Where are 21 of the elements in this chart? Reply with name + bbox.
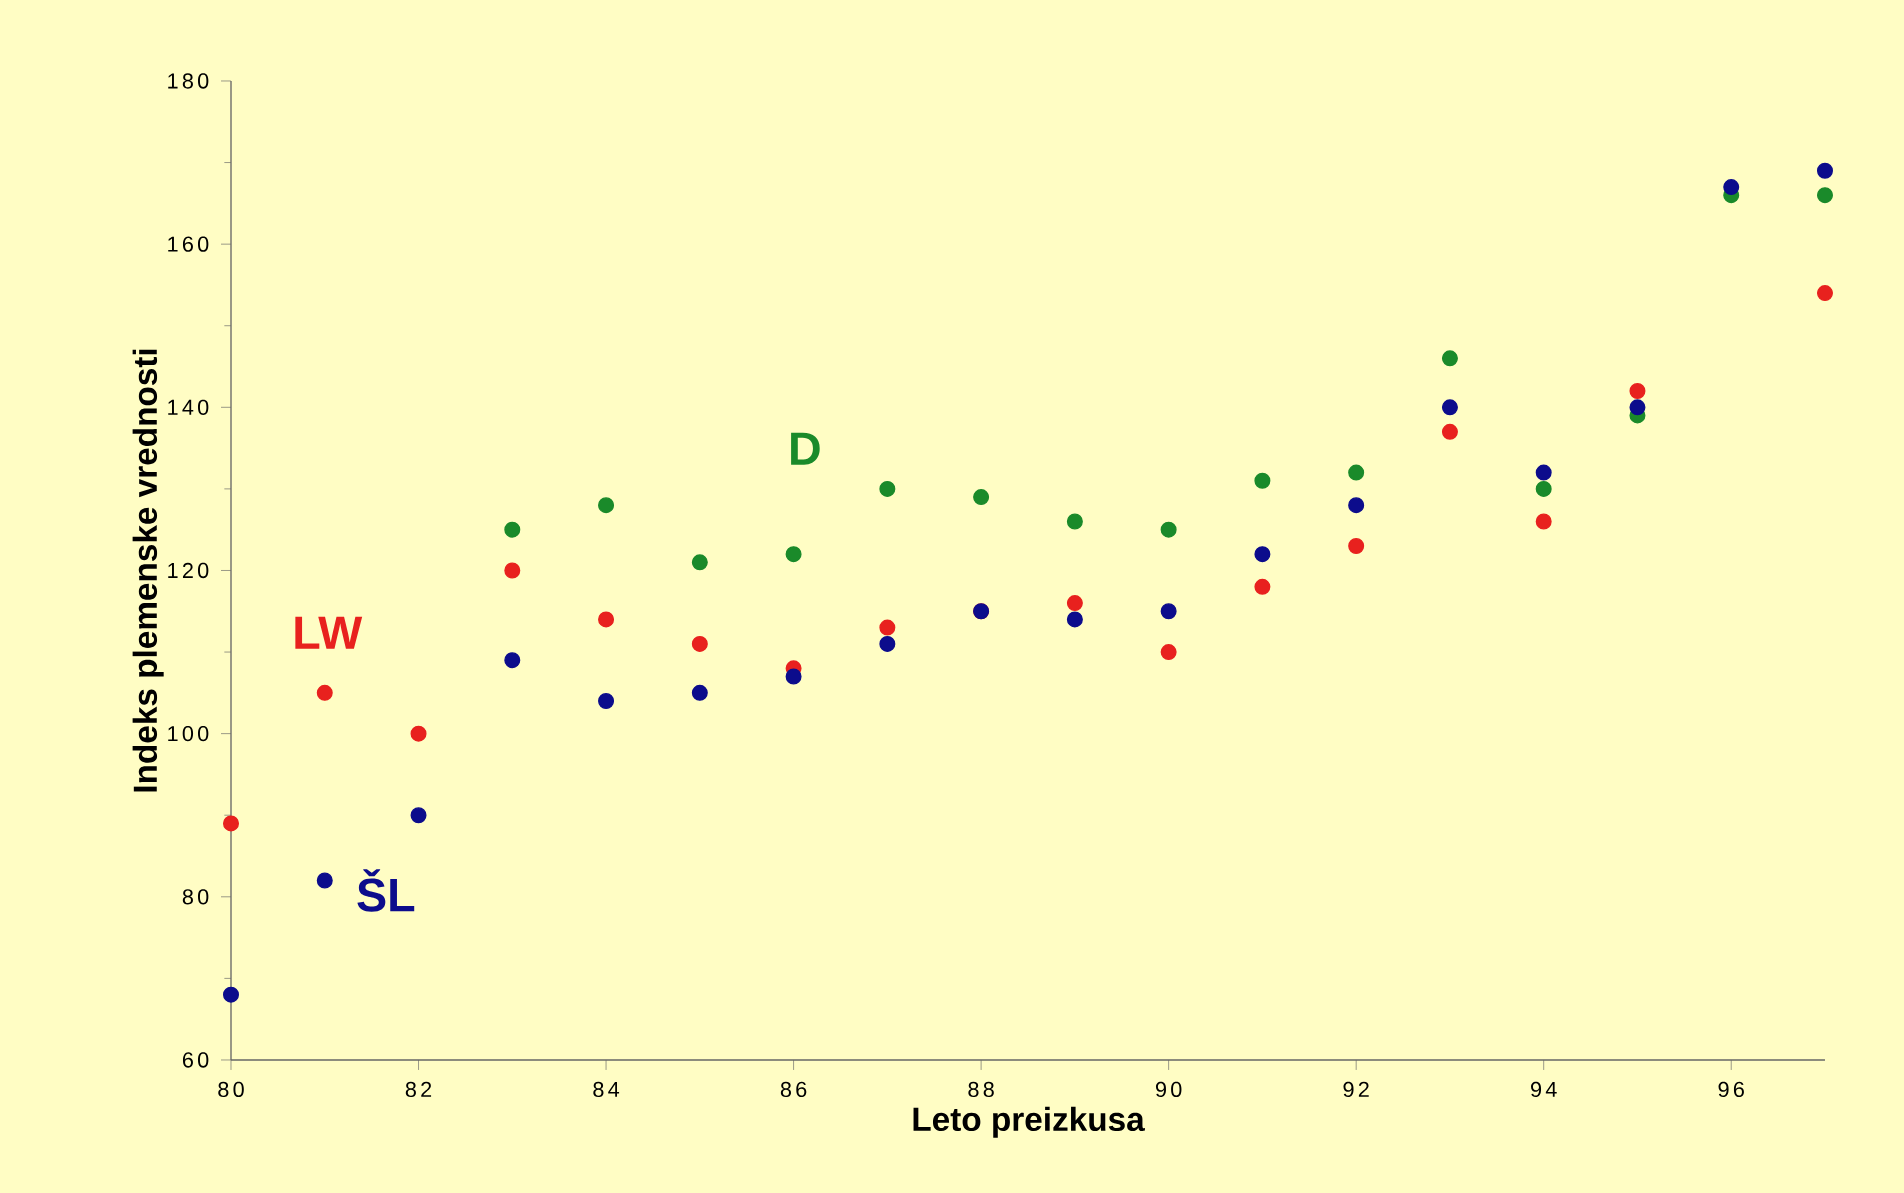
- x-axis-title: Leto preizkusa: [913, 1106, 1145, 1138]
- x-tick-label: 82: [405, 1081, 432, 1098]
- x-tick-label: 84: [593, 1081, 620, 1098]
- x-tick-label: 88: [968, 1081, 994, 1098]
- x-tick-label: 80: [218, 1081, 244, 1098]
- y-axis-title: Indeks plemenske vrednosti: [132, 349, 164, 792]
- x-tick-label: 94: [1531, 1081, 1557, 1098]
- x-tick-label: 96: [1718, 1081, 1744, 1098]
- series-label: LW: [295, 616, 363, 649]
- y-tick-label: 60: [182, 1052, 209, 1068]
- y-tick-label: 180: [168, 73, 209, 89]
- series-label: D: [791, 432, 820, 465]
- x-tick-label: 92: [1343, 1081, 1369, 1098]
- y-tick-label: 80: [182, 889, 209, 905]
- y-tick-label: 160: [168, 236, 209, 252]
- y-tick-label: 140: [168, 399, 209, 415]
- y-tick-label: 120: [168, 562, 209, 579]
- x-tick-label: 90: [1155, 1081, 1182, 1098]
- y-tick-label: 100: [168, 726, 209, 742]
- x-tick-label: 86: [780, 1081, 807, 1098]
- series-label: ŠL: [357, 869, 415, 912]
